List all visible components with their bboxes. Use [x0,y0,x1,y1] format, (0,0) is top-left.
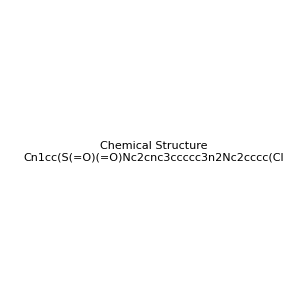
Text: Chemical Structure
Cn1cc(S(=O)(=O)Nc2cnc3ccccc3n2Nc2cccc(Cl: Chemical Structure Cn1cc(S(=O)(=O)Nc2cnc… [23,141,284,162]
